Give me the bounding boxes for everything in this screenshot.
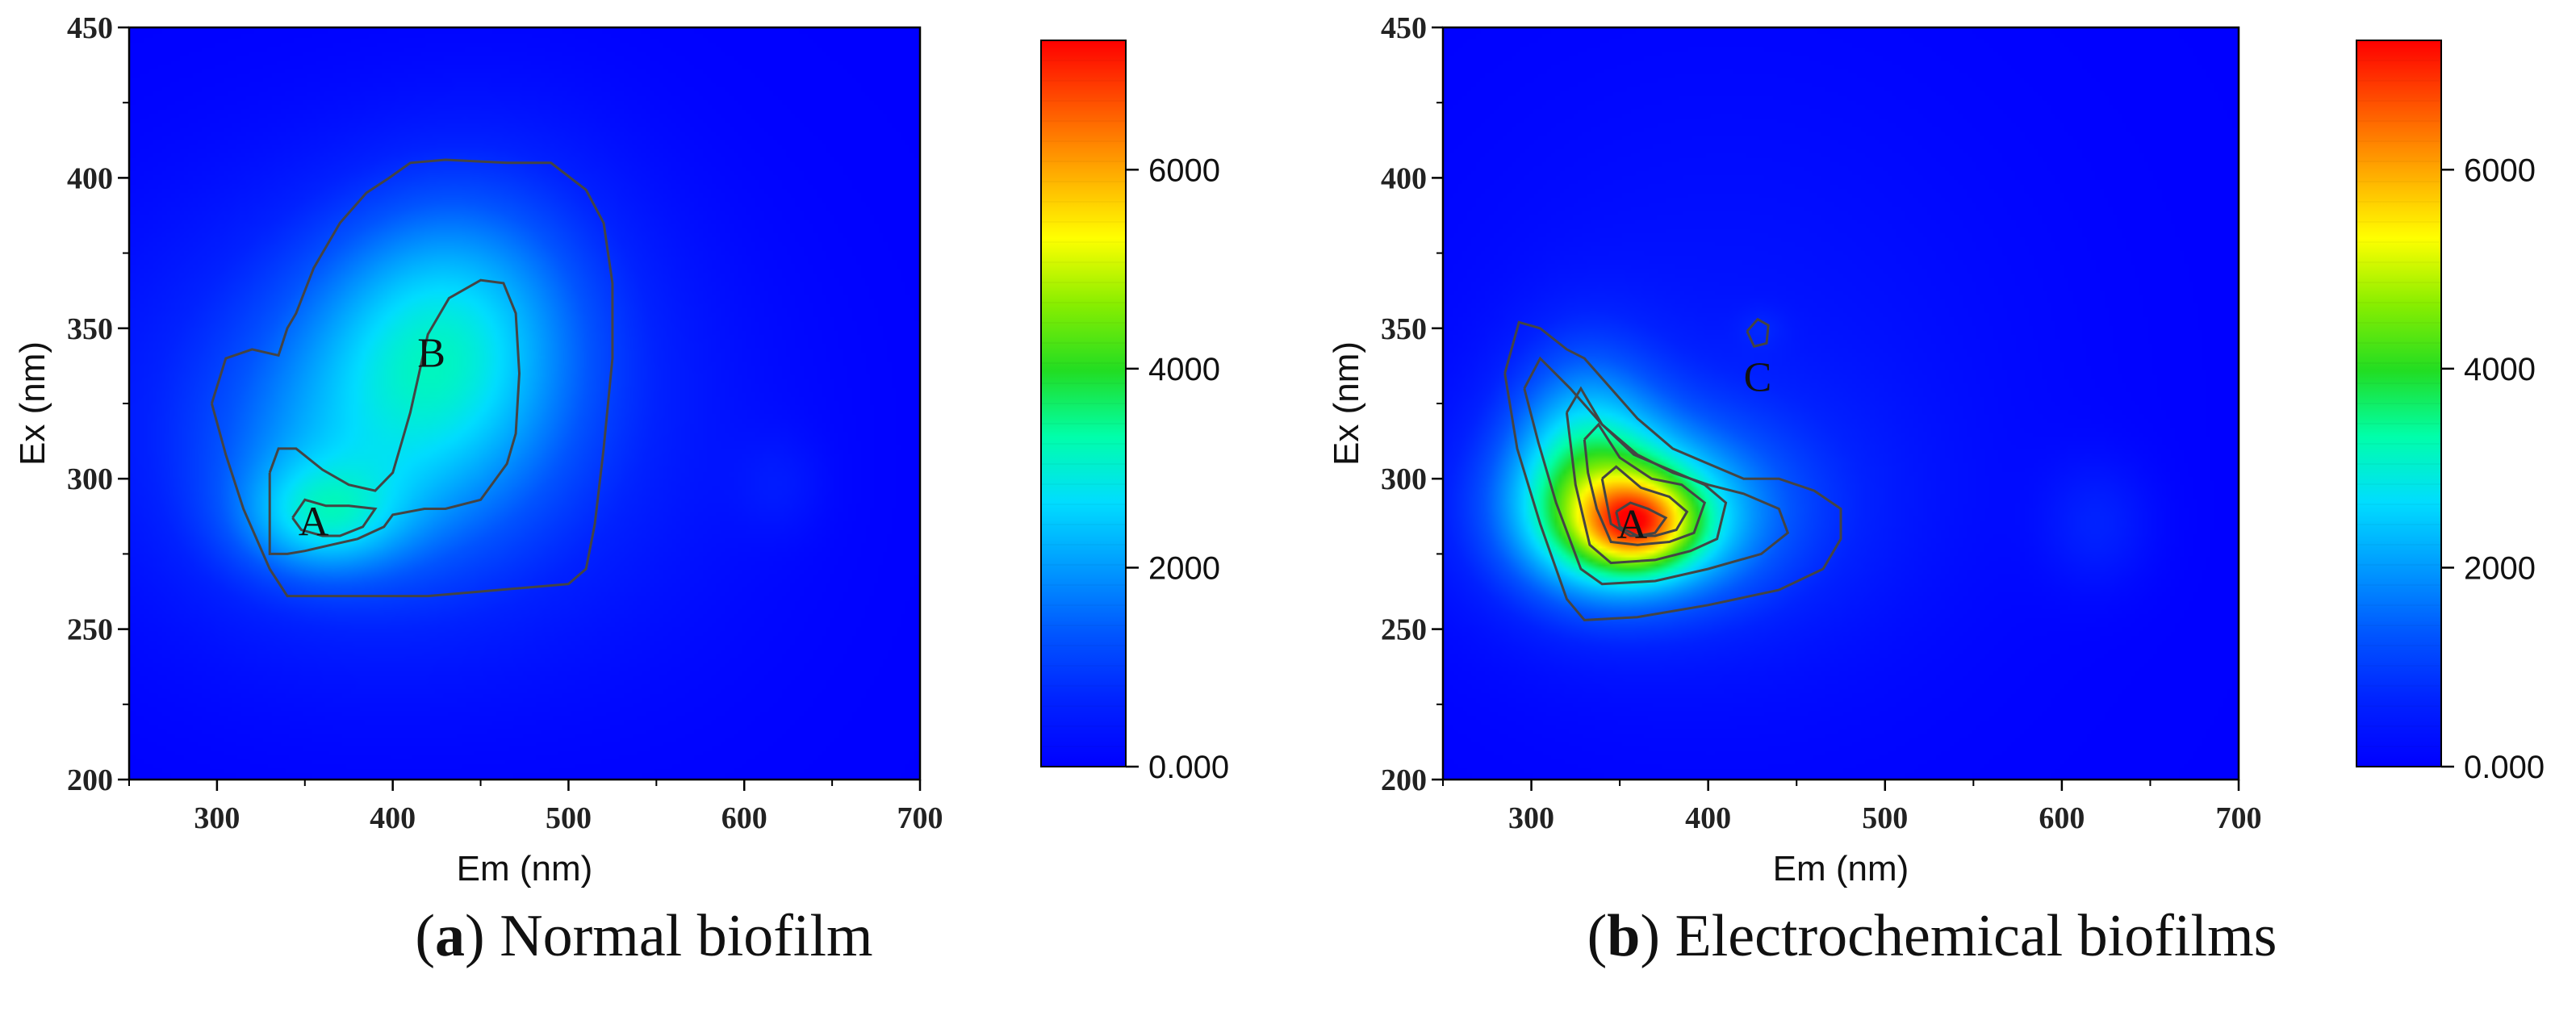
peak-label-a: A: [299, 499, 329, 545]
contour-line-b-2: [1523, 356, 1790, 586]
heatmap-image-b: [1443, 27, 2239, 780]
colorbar-b: [2356, 40, 2442, 767]
contour-line-a-3: [291, 498, 378, 537]
contour-line-b-1: [1503, 320, 1842, 621]
colorbar-a: [1040, 40, 1127, 767]
x-tick-label: 600: [721, 801, 767, 835]
contour-line-b-7: [1746, 317, 1770, 348]
x-tick-label: 400: [370, 801, 416, 835]
caption-a-letter: a: [435, 903, 466, 969]
panel-b: 300 400 500 600 700 200 250 300 350 400 450 Em (nm)…: [1327, 11, 2545, 888]
colorbar-tick-label: 2000: [1148, 550, 1220, 586]
x-tick-label: 300: [194, 801, 240, 835]
y-tick-label: 250: [67, 613, 113, 647]
x-tick-label: 700: [2216, 801, 2262, 835]
x-axis-label: Em (nm): [1773, 849, 1909, 888]
peak-label-b: B: [417, 331, 445, 377]
contour-line-a-1: [210, 158, 614, 598]
contour-line-a-2: [268, 278, 521, 555]
y-tick-label: 350: [1381, 312, 1427, 346]
colorbar-tick-label: 2000: [2464, 550, 2536, 586]
y-tick-label: 400: [1381, 161, 1427, 195]
caption-b-text: Electrochemical biofilms: [1675, 903, 2277, 969]
colorbar-tick-label: 6000: [1148, 153, 1220, 188]
x-axis-label: Em (nm): [457, 849, 593, 888]
y-tick-label: 450: [1381, 11, 1427, 45]
x-tick-label: 600: [2039, 801, 2085, 835]
colorbar-tick-label: 0.000: [2464, 750, 2545, 785]
panel-a: 300 400 500 600 700 200 250 300 350 400 450 Em (nm)…: [13, 11, 1229, 888]
caption-a-text: Normal biofilm: [500, 903, 873, 969]
x-tick-label: 500: [1862, 801, 1908, 835]
colorbar-tick-label: 6000: [2464, 153, 2536, 188]
y-tick-label: 300: [1381, 462, 1427, 496]
y-axis-label: Ex (nm): [13, 341, 52, 466]
peak-label-a: A: [1617, 502, 1648, 548]
peak-label-c: C: [1744, 354, 1772, 400]
caption-panel-b: (b) Electrochemical biofilms: [1587, 903, 2277, 969]
y-tick-label: 400: [67, 161, 113, 195]
colorbar-tick-label: 0.000: [1148, 750, 1229, 785]
x-tick-label: 400: [1685, 801, 1731, 835]
x-tick-label: 700: [897, 801, 943, 835]
colorbar-tick-label: 4000: [2464, 352, 2536, 387]
contour-line-b-5: [1600, 465, 1689, 537]
x-tick-label: 300: [1508, 801, 1554, 835]
y-axis-label: Ex (nm): [1327, 341, 1366, 466]
caption-b-letter: b: [1607, 903, 1641, 969]
heatmap-image-a: [129, 27, 920, 780]
y-tick-label: 200: [67, 763, 113, 797]
contour-line-b-4: [1583, 422, 1707, 546]
y-tick-label: 450: [67, 11, 113, 45]
y-tick-label: 350: [67, 312, 113, 346]
x-tick-label: 500: [546, 801, 592, 835]
y-tick-label: 300: [67, 462, 113, 496]
contour-line-b-3: [1565, 386, 1728, 565]
contour-line-b-6: [1615, 501, 1668, 537]
caption-panel-a: (a) Normal biofilm: [415, 903, 873, 969]
colorbar-tick-label: 4000: [1148, 352, 1220, 387]
y-tick-label: 250: [1381, 613, 1427, 647]
y-tick-label: 200: [1381, 763, 1427, 797]
